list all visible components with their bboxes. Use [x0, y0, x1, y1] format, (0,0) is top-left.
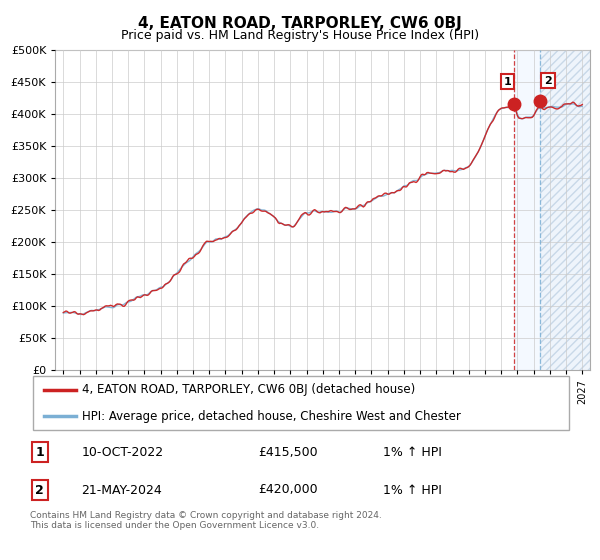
- Text: 1: 1: [503, 77, 511, 87]
- Bar: [540, 50, 590, 370]
- Text: 2: 2: [544, 76, 552, 86]
- Text: £415,500: £415,500: [258, 446, 317, 459]
- Text: Price paid vs. HM Land Registry's House Price Index (HPI): Price paid vs. HM Land Registry's House …: [121, 29, 479, 42]
- Text: 4, EATON ROAD, TARPORLEY, CW6 0BJ (detached house): 4, EATON ROAD, TARPORLEY, CW6 0BJ (detac…: [82, 383, 415, 396]
- Text: 1% ↑ HPI: 1% ↑ HPI: [383, 483, 442, 497]
- Bar: [514, 50, 540, 370]
- Text: 1: 1: [35, 446, 44, 459]
- Text: 2: 2: [35, 483, 44, 497]
- FancyBboxPatch shape: [33, 376, 569, 430]
- Text: Contains HM Land Registry data © Crown copyright and database right 2024.
This d: Contains HM Land Registry data © Crown c…: [30, 511, 382, 530]
- Text: 1% ↑ HPI: 1% ↑ HPI: [383, 446, 442, 459]
- Text: 4, EATON ROAD, TARPORLEY, CW6 0BJ: 4, EATON ROAD, TARPORLEY, CW6 0BJ: [138, 16, 462, 31]
- Text: 21-MAY-2024: 21-MAY-2024: [82, 483, 163, 497]
- Text: £420,000: £420,000: [258, 483, 317, 497]
- Text: HPI: Average price, detached house, Cheshire West and Chester: HPI: Average price, detached house, Ches…: [82, 409, 460, 423]
- Text: 10-OCT-2022: 10-OCT-2022: [82, 446, 164, 459]
- Bar: [540, 50, 590, 370]
